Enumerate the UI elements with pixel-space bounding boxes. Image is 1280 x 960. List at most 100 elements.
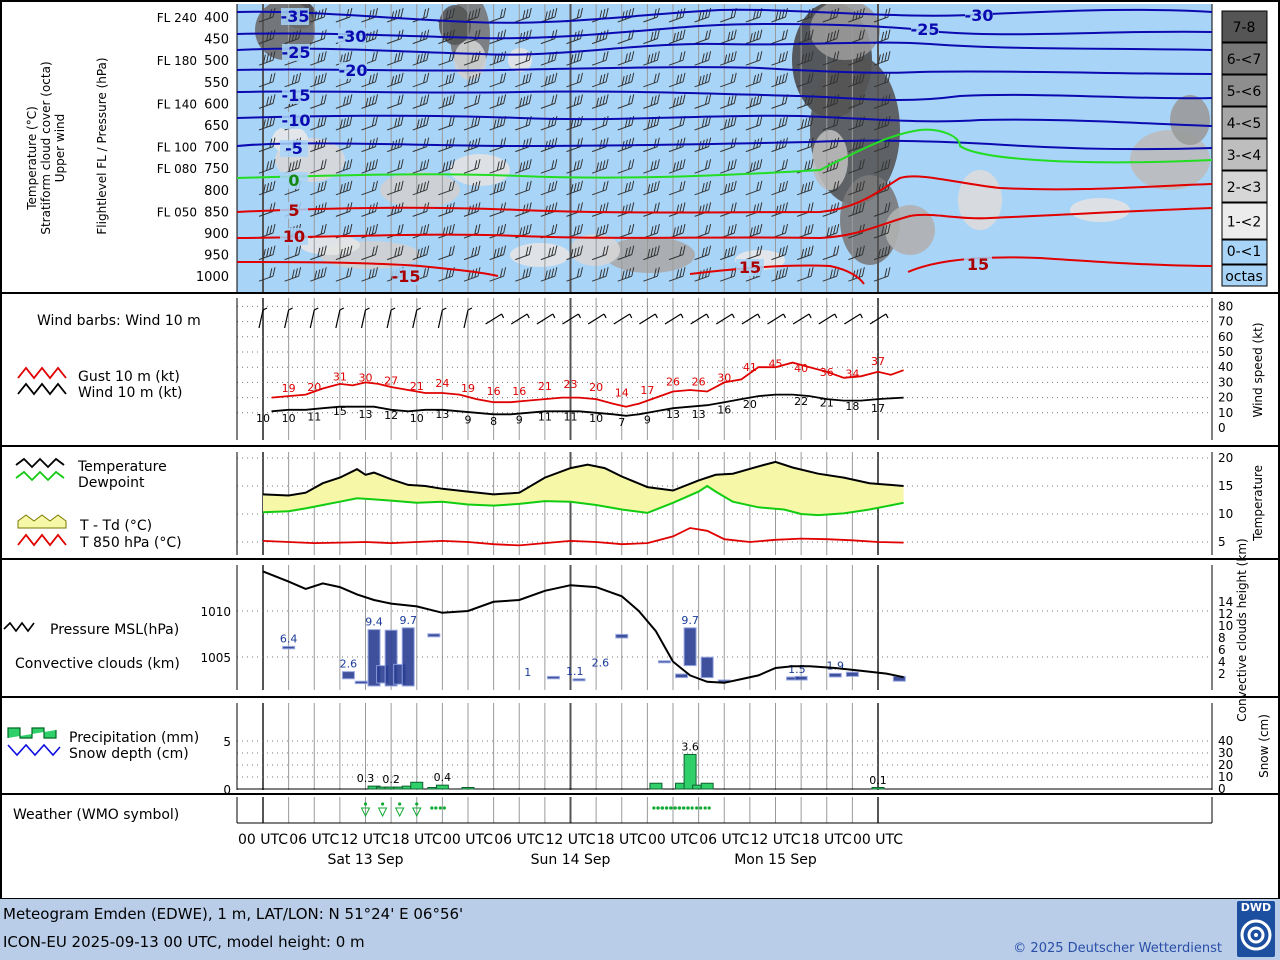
isotherm-label: 15 [739,258,761,277]
upper-wind-barb [540,7,558,23]
shower-triangle [377,807,388,818]
upper-wind-barb [463,7,481,23]
convective-cloud-bar [401,627,415,687]
cloud-legend-label: octas [1225,269,1263,285]
upper-wind-barb [438,137,455,153]
upper-wind-barb [668,29,686,45]
temperature-panel: 20 15 10 5 Temperature Temperature Dewpoint… [15,451,1265,555]
cloud-legend-label: 3-<4 [1227,148,1262,164]
precipitation-bar [435,784,449,790]
convective-cloud-label: 1 [524,666,531,679]
upper-wind-barb [463,180,481,196]
upper-wind-barb [335,159,353,174]
upper-wind-barb [310,51,327,66]
upper-wind-barb [310,115,327,131]
cloud-legend-swatch [1221,239,1268,265]
cloud-blob [840,175,900,265]
isotherm-line [237,23,1212,40]
precipitation-bar [871,787,885,790]
upper-wind-barb [617,267,635,282]
upper-wind-barb [540,51,558,66]
upper-wind-barb [771,51,788,66]
wind-value-label: 15 [333,405,347,418]
upper-wind-barb [617,115,635,131]
wind-value-label: 7 [618,416,625,429]
upper-wind-barb [566,51,583,66]
upper-wind-barb [361,72,378,88]
upper-wind-barb [386,115,404,131]
convective-cloud-label: 2.6 [340,658,358,671]
cloud-blob [380,172,460,208]
precipitation-bar [683,753,697,790]
drizzle-dot [434,806,438,810]
upper-wind-barb [515,267,532,282]
upper-wind-barb [694,159,712,174]
upper-wind-barb [258,115,276,131]
upper-wind-barb [720,72,737,88]
wind-tick-label: 30 [1218,375,1233,389]
upper-wind-barb [515,72,532,88]
convective-cloud-bar [828,672,842,678]
upper-wind-barb [796,267,814,282]
upper-wind-barb [694,245,712,261]
rain-dot [665,806,669,810]
wind-value-label: 9 [644,413,651,426]
wind-value-label: 13 [435,408,449,421]
upper-wind-barb [720,29,737,45]
rain-dot [690,806,694,810]
upper-wind-barb [745,202,763,217]
convective-cloud-bar [427,633,441,638]
upper-wind-barb [668,94,686,109]
wind-value-label: 11 [538,411,552,424]
isotherm-line [237,261,499,277]
upper-wind-barb [591,267,609,282]
convective-cloud-bar [675,673,689,679]
upper-wind-barb [540,202,558,217]
isotherm-label: -10 [282,111,311,130]
upper-wind-barb [617,72,635,88]
surface-wind-barb [360,307,370,329]
dwd-swirl-icon [1240,919,1272,951]
upper-wind-barb [873,159,891,174]
isotherm-label-bg [392,268,420,285]
upper-wind-barb [745,29,763,45]
wind-value-labels: 10 10 11 15 13 12 10 13 9 8 9 11 11 10 7 9 13 13 16 20 22 21 1… [256,395,885,429]
upper-wind-barb [745,7,763,23]
upper-wind-barb [566,180,583,196]
cloud-cover-legend: 7-8 6-<7 5-<6 4-<5 3-<4 2-<3 1-<2 0-<1 octas [1221,10,1268,287]
isotherm-line [237,8,1212,24]
isotherm-label: -15 [282,86,311,105]
pressure-level-label: 650 [204,119,229,134]
upper-wind-barb [438,267,455,282]
isotherm-line [237,139,1212,151]
upper-wind-barb [796,223,814,239]
surface-wind-barb [335,307,345,329]
wind-line [271,393,904,417]
upper-wind-barb [489,267,507,282]
precipitation-labels: 0.3 0.2 0.4 3.6 0.1 [357,740,887,787]
wind-value-label: 8 [490,415,497,428]
upper-wind-barb [745,94,763,109]
upper-wind-barb [822,223,840,239]
upper-wind-barb [643,267,660,282]
shower-rain-dot [415,802,419,806]
day-label: Sat 13 Sep [327,852,403,868]
cloud-legend-label: 1-<2 [1227,215,1262,231]
wind-value-label: 16 [717,404,731,417]
convective-cloud-label: 9.7 [681,614,699,627]
isotherm-label-bg [280,140,308,157]
upper-wind-barb [796,115,814,131]
upper-wind-barb [284,72,302,88]
upper-wind-barb [591,245,609,261]
surface-wind-barb [437,307,447,329]
cloud-legend-label: 6-<7 [1227,52,1262,68]
upper-wind-barb [412,72,430,88]
upper-wind-barb [566,223,583,239]
cloud-blob [810,4,880,60]
snow-tick-label: 30 [1218,746,1233,760]
upper-wind-barb [720,180,737,196]
surface-wind-barb [587,313,607,325]
upper-wind-barb [873,223,891,239]
time-tick-label: 06 UTC [699,832,749,848]
rain-dot [673,806,677,810]
